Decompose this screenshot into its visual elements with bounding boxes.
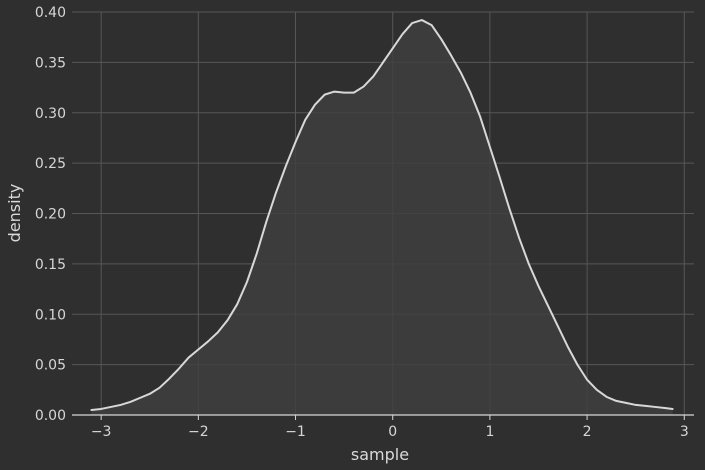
density-line-layer	[90, 19, 674, 411]
x-tick-label: −3	[91, 424, 112, 440]
density-area-layer	[91, 20, 673, 416]
y-tick-label: 0.35	[35, 55, 66, 71]
x-tick-label: 0	[388, 424, 397, 440]
y-tick-label: 0.40	[35, 5, 66, 21]
y-tick-label: 0.15	[35, 257, 66, 273]
y-tick-label: 0.10	[35, 307, 66, 323]
density-area	[91, 20, 673, 416]
axis-layer: 0.00 0.05 0.10 0.15 0.20 0.25 0.30 0.35 0.40 −3 −2…	[35, 5, 694, 440]
x-tick-label: 1	[485, 424, 494, 440]
x-tick-label: −1	[285, 424, 306, 440]
y-axis-title: density	[5, 184, 24, 243]
y-tick-label: 0.30	[35, 106, 66, 122]
density-line	[90, 19, 674, 411]
y-tick-label: 0.20	[35, 207, 66, 223]
x-axis-title: sample	[351, 445, 409, 464]
y-tick-label: 0.05	[35, 358, 66, 374]
x-tick-label: −2	[188, 424, 209, 440]
x-tick-label: 2	[583, 424, 592, 440]
y-tick-label: 0.25	[35, 156, 66, 172]
x-tick-label: 3	[680, 424, 689, 440]
y-tick-label: 0.00	[35, 408, 66, 424]
